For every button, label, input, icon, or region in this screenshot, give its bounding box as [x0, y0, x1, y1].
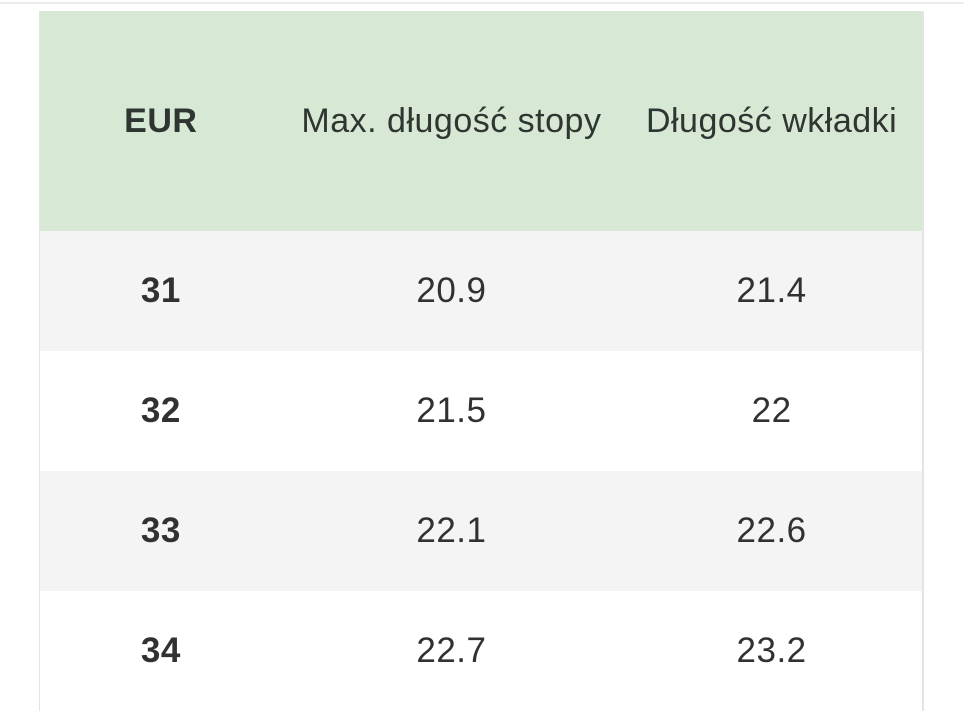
max-foot-length-value: 22.7: [416, 631, 487, 670]
insole-length-value: 21.4: [736, 271, 807, 310]
insole-length-value: 23.2: [736, 631, 807, 670]
eur-size-value: 33: [140, 511, 181, 550]
header-max-foot-length: Max. długość stopy: [301, 101, 602, 140]
insole-length-value: 22.6: [736, 511, 807, 550]
shoe-size-table: EUR Max. długość stopy Długość wkładki 3…: [39, 11, 924, 711]
table-row: 31 20.9 21.4: [40, 231, 922, 351]
header-insole-length: Długość wkładki: [645, 101, 898, 140]
table-header-row: EUR Max. długość stopy Długość wkładki: [40, 11, 922, 231]
header-eur: EUR: [124, 101, 198, 140]
table-row: 32 21.5 22: [40, 351, 922, 471]
insole-length-value: 22: [751, 391, 792, 430]
eur-size-value: 31: [140, 271, 181, 310]
eur-size-value: 34: [140, 631, 181, 670]
table-row: 33 22.1 22.6: [40, 471, 922, 591]
max-foot-length-value: 21.5: [416, 391, 487, 430]
max-foot-length-value: 20.9: [416, 271, 487, 310]
top-divider: [0, 2, 964, 4]
eur-size-value: 32: [140, 391, 181, 430]
table-row: 34 22.7 23.2: [40, 591, 922, 711]
max-foot-length-value: 22.1: [416, 511, 487, 550]
